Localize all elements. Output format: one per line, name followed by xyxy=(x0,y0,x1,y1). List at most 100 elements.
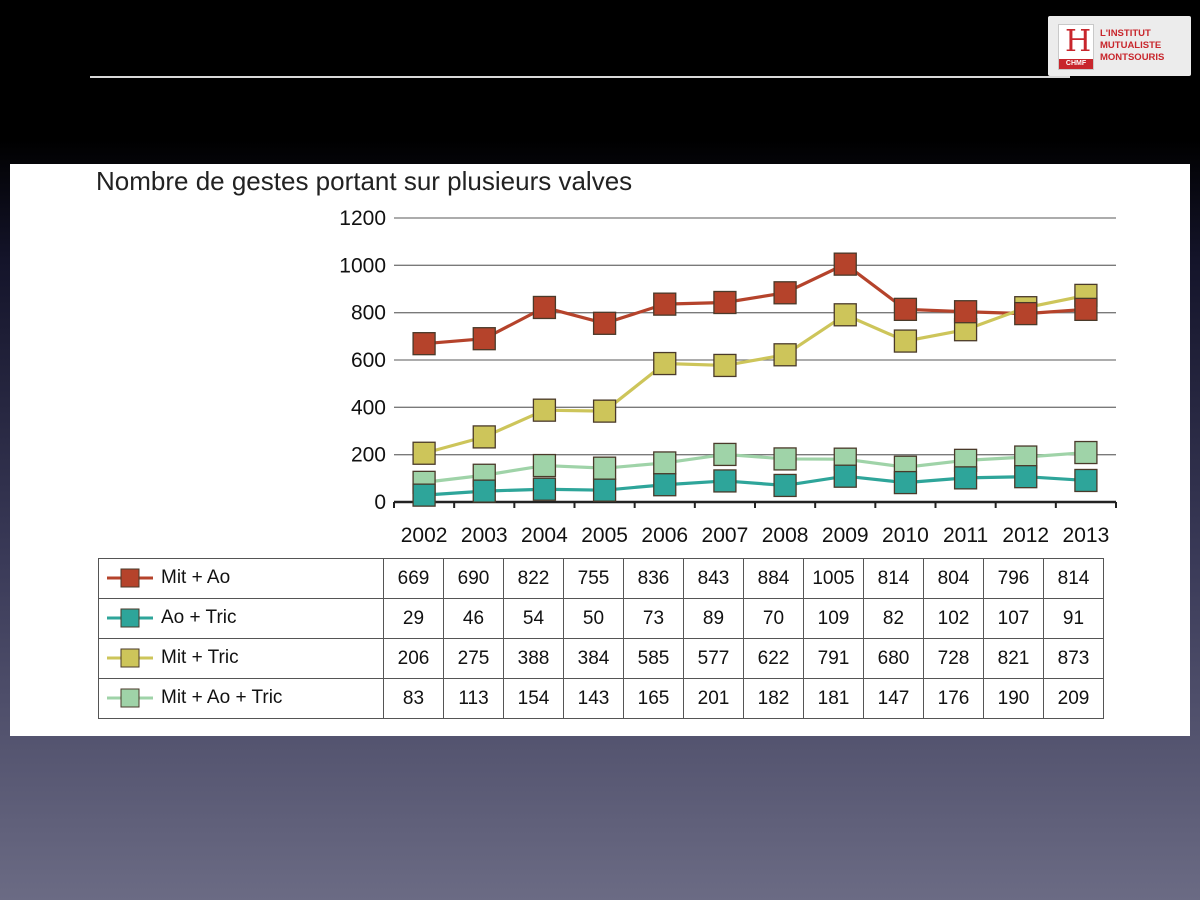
data-point xyxy=(1014,445,1038,469)
data-point xyxy=(833,464,857,488)
data-point xyxy=(773,281,797,305)
table-cell: 821 xyxy=(983,638,1044,679)
logo-text: L'INSTITUT MUTUALISTE MONTSOURIS xyxy=(1100,28,1164,64)
x-tick-label: 2008 xyxy=(762,524,809,547)
logo-mark-letter: H xyxy=(1065,24,1092,59)
table-row: Ao + Tric 29 46 54 50 73 89 70 109 82 102 107 91 xyxy=(98,598,1104,639)
table-cell: 54 xyxy=(503,598,564,639)
legend-label: Mit + Ao + Tric xyxy=(161,687,283,709)
data-point xyxy=(472,425,496,449)
table-cell: 46 xyxy=(443,598,504,639)
table-cell: 755 xyxy=(563,558,624,599)
data-point xyxy=(1014,301,1038,326)
data-point xyxy=(773,473,797,498)
y-tick-label: 1000 xyxy=(339,254,386,277)
table-cell: 190 xyxy=(983,678,1044,719)
table-cell: 209 xyxy=(1043,678,1104,719)
x-tick-label: 2003 xyxy=(461,524,508,547)
data-point xyxy=(532,398,557,422)
y-tick-label: 0 xyxy=(374,491,386,514)
table-cell: 176 xyxy=(923,678,984,719)
data-point xyxy=(713,469,737,493)
data-point xyxy=(713,290,737,315)
y-tick-label: 400 xyxy=(351,396,386,419)
table-cell: 836 xyxy=(623,558,684,599)
data-point xyxy=(893,329,918,353)
data-point xyxy=(1074,440,1098,465)
table-cell: 804 xyxy=(923,558,984,599)
data-point xyxy=(592,456,617,480)
x-tick-label: 2005 xyxy=(581,524,628,547)
legend-entry: Ao + Tric xyxy=(98,598,384,639)
legend-swatch xyxy=(107,568,153,588)
table-cell: 275 xyxy=(443,638,504,679)
logo-mark: H CHMF xyxy=(1058,24,1094,70)
data-point xyxy=(653,451,677,475)
table-cell: 873 xyxy=(1043,638,1104,679)
series-line xyxy=(423,262,1087,346)
logo-mark-badge: CHMF xyxy=(1059,59,1093,69)
data-point xyxy=(773,447,797,471)
table-cell: 70 xyxy=(743,598,804,639)
x-tick-label: 2002 xyxy=(401,524,448,547)
table-cell: 181 xyxy=(803,678,864,719)
x-tick-label: 2013 xyxy=(1063,524,1110,547)
table-cell: 147 xyxy=(863,678,924,719)
x-tick-label: 2012 xyxy=(1002,524,1049,547)
data-point xyxy=(893,297,918,322)
y-tick-label: 200 xyxy=(351,444,386,467)
table-cell: 143 xyxy=(563,678,624,719)
logo-line-1: L'INSTITUT xyxy=(1100,28,1151,39)
x-tick-label: 2011 xyxy=(943,524,988,547)
legend-entry: Mit + Tric xyxy=(98,638,384,679)
table-cell: 206 xyxy=(383,638,444,679)
data-point xyxy=(653,292,677,316)
data-point xyxy=(893,470,918,495)
data-point xyxy=(1014,465,1038,489)
x-tick-label: 2004 xyxy=(521,524,568,547)
data-point xyxy=(532,477,557,501)
chart-panel: Nombre de gestes portant sur plusieurs v… xyxy=(10,164,1190,736)
legend-swatch xyxy=(107,648,153,668)
logo-line-3: MONTSOURIS xyxy=(1100,52,1165,63)
table-cell: 201 xyxy=(683,678,744,719)
x-tick-label: 2007 xyxy=(702,524,749,547)
table-cell: 182 xyxy=(743,678,804,719)
data-point xyxy=(833,252,857,276)
table-row: Mit + Ao 669 690 822 755 836 843 884 1005 814 804 7… xyxy=(98,558,1104,599)
legend-swatch-marker xyxy=(120,648,140,668)
line-chart: 0 200 400 600 800 1000 1200 2002 2003 2004 2005 200… xyxy=(339,207,1117,547)
table-cell: 791 xyxy=(803,638,864,679)
series-line xyxy=(423,474,1087,497)
legend-entry: Mit + Ao + Tric xyxy=(98,678,384,719)
data-point xyxy=(592,399,617,423)
data-point xyxy=(412,483,436,507)
x-tick-label: 2009 xyxy=(822,524,869,547)
table-cell: 622 xyxy=(743,638,804,679)
chart-title: Nombre de gestes portant sur plusieurs v… xyxy=(96,166,633,196)
table-cell: 884 xyxy=(743,558,804,599)
table-cell: 154 xyxy=(503,678,564,719)
table-cell: 165 xyxy=(623,678,684,719)
legend-swatch xyxy=(107,688,153,708)
legend-swatch-marker xyxy=(120,688,140,708)
data-point xyxy=(653,351,677,376)
data-point xyxy=(713,442,737,467)
x-tick-label: 2006 xyxy=(641,524,688,547)
table-cell: 388 xyxy=(503,638,564,679)
table-cell: 91 xyxy=(1043,598,1104,639)
data-point xyxy=(412,441,436,465)
table-cell: 102 xyxy=(923,598,984,639)
data-point xyxy=(592,478,617,502)
data-point xyxy=(1074,297,1098,322)
table-cell: 1005 xyxy=(803,558,864,599)
table-cell: 113 xyxy=(443,678,504,719)
legend-label: Mit + Tric xyxy=(161,647,239,669)
data-point xyxy=(472,327,496,351)
table-cell: 814 xyxy=(1043,558,1104,599)
header-rule xyxy=(90,76,1070,78)
table-cell: 577 xyxy=(683,638,744,679)
y-tick-label: 800 xyxy=(351,302,386,325)
institute-logo: H CHMF L'INSTITUT MUTUALISTE MONTSOURIS xyxy=(1048,16,1191,76)
table-cell: 585 xyxy=(623,638,684,679)
